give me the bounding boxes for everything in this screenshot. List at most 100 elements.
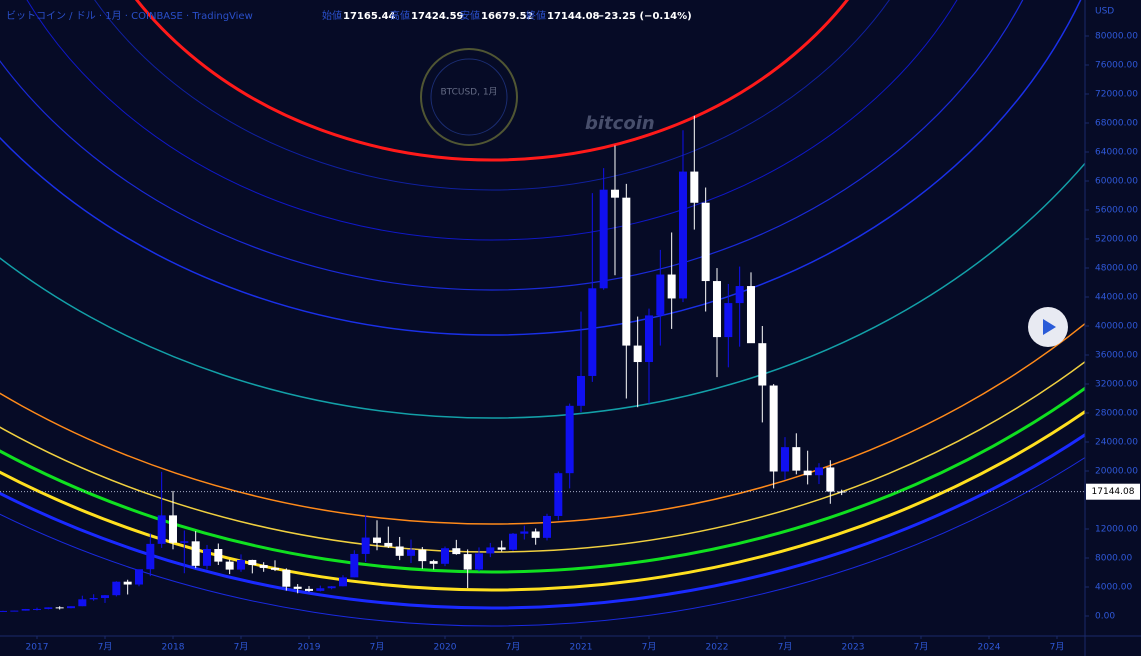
candle-body	[724, 303, 733, 338]
fib-arc	[135, 0, 849, 162]
currency-label: USD	[1095, 7, 1114, 17]
y-tick-label: 4000.00	[1095, 582, 1132, 592]
y-tick-label: 56000.00	[1095, 206, 1138, 216]
candle-body	[157, 515, 166, 544]
candle-body	[168, 515, 177, 543]
fib-arc	[0, 432, 1085, 610]
fib-arc	[0, 0, 1024, 291]
candle-body	[248, 559, 257, 566]
last-price-box	[1086, 483, 1140, 500]
watermark-brand: bitcoin	[585, 113, 655, 134]
fib-arc	[94, 0, 890, 191]
x-tick-label: 7月	[98, 642, 113, 653]
candle-body	[146, 543, 155, 570]
x-tick-label: 7月	[506, 642, 521, 653]
x-tick-label: 2018	[162, 643, 185, 653]
candle-body	[780, 447, 789, 472]
x-tick-label: 2019	[298, 643, 321, 653]
candle-body	[440, 548, 449, 564]
high-label: 高値	[390, 9, 410, 22]
candle-body	[792, 447, 801, 471]
candle-body	[712, 281, 721, 338]
candle-body	[418, 549, 427, 562]
candle-body	[372, 537, 381, 543]
candle-body	[350, 553, 359, 578]
x-tick-label: 7月	[370, 642, 385, 653]
y-tick-label: 76000.00	[1095, 61, 1138, 71]
candle-body	[202, 549, 211, 566]
candle-body	[214, 549, 223, 562]
watermark-ring	[420, 48, 518, 146]
candle-body	[474, 553, 483, 570]
y-tick-label: 40000.00	[1095, 322, 1138, 332]
x-tick-label: 2021	[570, 643, 593, 653]
candle-body	[837, 491, 846, 493]
x-tick-label: 7月	[642, 642, 657, 653]
watermark: BTCUSD, 1月 bitcoin	[420, 48, 655, 146]
candle-body	[21, 609, 30, 611]
y-tick-label: 32000.00	[1095, 379, 1138, 389]
y-tick-label: 12000.00	[1095, 524, 1138, 534]
candle-body	[588, 288, 597, 376]
candle-body	[576, 375, 585, 406]
fib-arc	[0, 456, 1085, 627]
x-tick-label: 2022	[706, 643, 729, 653]
fib-arc	[0, 409, 1085, 592]
header: ビットコイン / ドル · 1月 · COINBASE · TradingVie…	[6, 9, 692, 22]
fib-arc	[0, 322, 1085, 525]
y-tick-label: 0.00	[1095, 611, 1115, 621]
candle-body	[384, 542, 393, 547]
candle-body	[622, 197, 631, 346]
candle-body	[758, 343, 767, 386]
y-tick-label: 72000.00	[1095, 90, 1138, 100]
candle-body	[701, 202, 710, 282]
candle-body	[123, 581, 132, 585]
change-value: −23.25 (−0.14%)	[596, 11, 692, 22]
fib-arc	[26, 0, 958, 241]
y-tick-label: 36000.00	[1095, 351, 1138, 361]
y-tick-label: 8000.00	[1095, 553, 1132, 563]
x-tick-label: 2020	[434, 643, 457, 653]
candle-body	[746, 286, 755, 344]
open-label: 始値	[322, 9, 342, 22]
candle-body	[463, 554, 472, 570]
candle-body	[554, 473, 563, 516]
candle-body	[10, 610, 19, 612]
candle-body	[633, 345, 642, 363]
candle-body	[180, 541, 189, 543]
candle-body	[678, 171, 687, 299]
candle-body	[327, 586, 336, 589]
open-value: 17165.44	[343, 11, 396, 22]
close-value: 17144.08	[547, 11, 600, 22]
candle-body	[44, 607, 53, 609]
candle-body	[66, 606, 75, 609]
y-tick-label: 80000.00	[1095, 32, 1138, 42]
play-icon[interactable]	[1043, 319, 1056, 335]
candle-body	[191, 541, 200, 566]
candle-body	[304, 588, 313, 591]
candle-body	[225, 561, 234, 570]
x-tick-label: 2017	[26, 643, 49, 653]
last-price-label: 17144.08	[1092, 487, 1135, 497]
candle-body	[803, 470, 812, 476]
y-tick-label: 52000.00	[1095, 235, 1138, 245]
low-value: 16679.52	[481, 11, 534, 22]
candle-body	[429, 561, 438, 564]
x-tick-label: 7月	[1050, 642, 1065, 653]
x-tick-label: 7月	[234, 642, 249, 653]
candle-body	[406, 549, 415, 556]
close-label: 終値	[526, 9, 546, 22]
y-tick-label: 64000.00	[1095, 148, 1138, 158]
y-tick-label: 20000.00	[1095, 466, 1138, 476]
fib-arc	[0, 0, 1082, 336]
candle-body	[814, 467, 823, 476]
candle-body	[508, 533, 517, 550]
high-value: 17424.59	[411, 11, 464, 22]
candle-body	[100, 595, 109, 599]
play-button[interactable]	[1028, 307, 1068, 347]
candle-body	[769, 385, 778, 472]
